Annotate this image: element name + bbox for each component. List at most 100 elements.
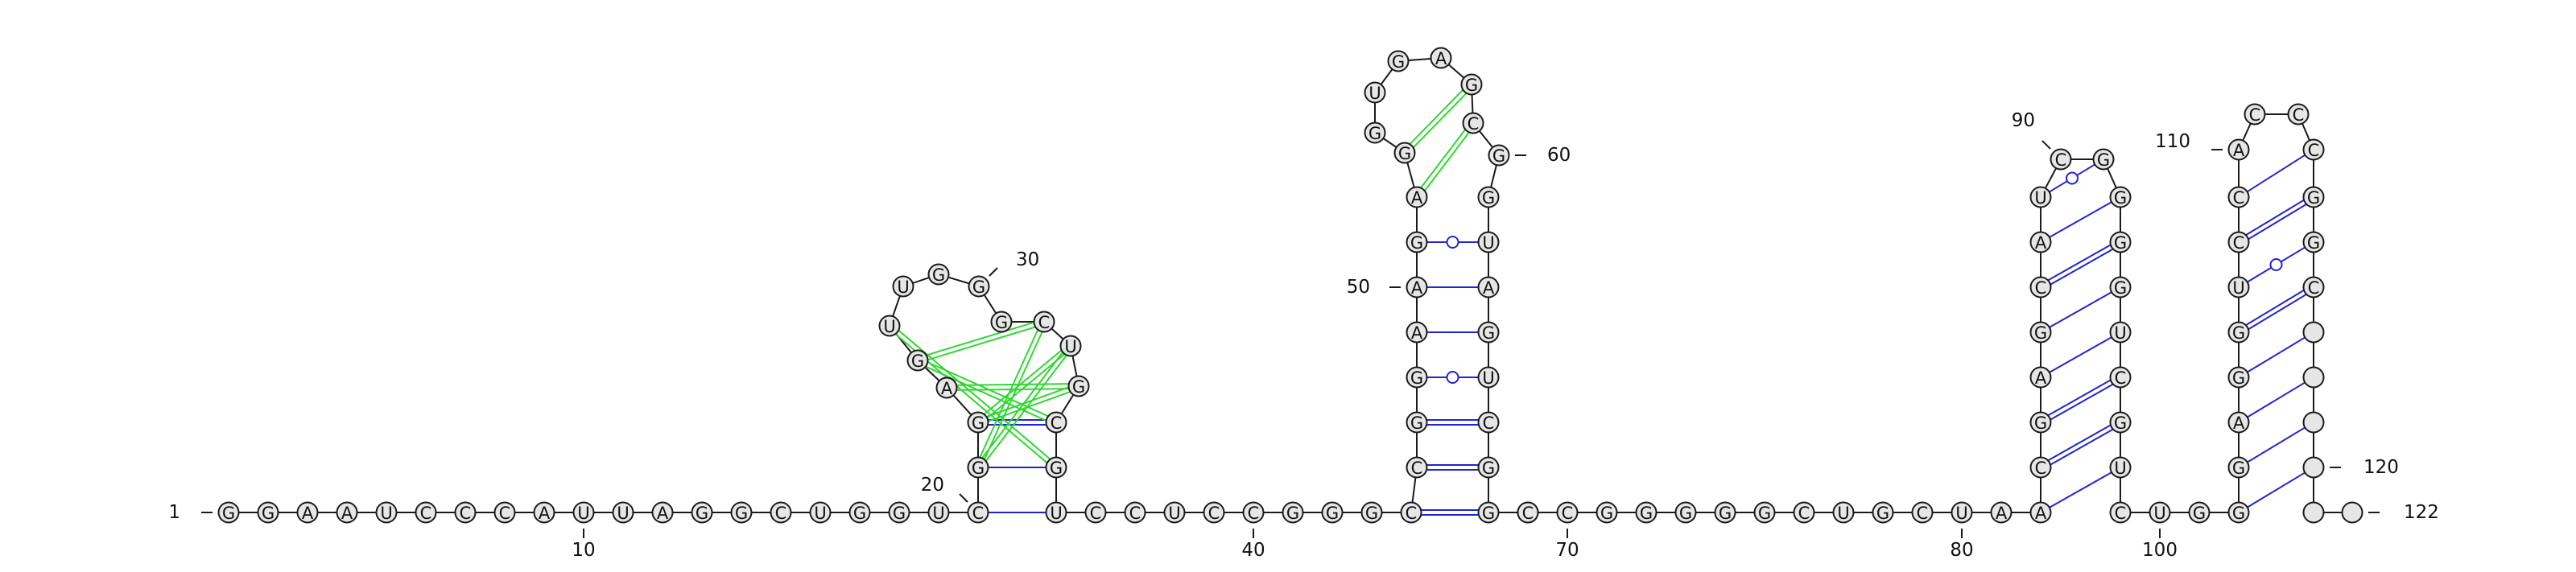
base-pair-line	[2248, 294, 2307, 330]
nucleotide: A	[2227, 411, 2250, 434]
nucleotide-letter: G	[222, 504, 235, 523]
position-label: 80	[1950, 540, 1973, 561]
position-label: 70	[1555, 540, 1579, 561]
nucleotide: G	[2188, 501, 2211, 524]
nucleotide: U	[1045, 501, 1067, 524]
nucleotide-letter: C	[2035, 459, 2047, 478]
nucleotide: G	[1753, 501, 1776, 524]
nucleotide-letter: G	[1398, 144, 1411, 163]
nucleotide-letter: U	[1168, 504, 1180, 523]
nucleotide-circle	[2227, 456, 2250, 479]
nucleotide-letter: G	[262, 504, 275, 523]
nucleotide-letter: A	[2233, 141, 2245, 160]
nucleotide: G	[2302, 186, 2325, 208]
nucleotide-circle	[651, 501, 674, 524]
base-pair-line	[2247, 381, 2306, 418]
nucleotide: C	[1911, 501, 1934, 524]
base-pair-line	[2049, 471, 2112, 508]
nucleotide-circle	[888, 501, 910, 524]
nucleotide-letter: U	[2232, 278, 2244, 298]
nucleotide-letter: G	[2232, 368, 2245, 388]
base-pair-line	[2247, 154, 2306, 193]
nucleotide-letter: A	[302, 504, 314, 523]
nucleotide: G	[967, 456, 989, 479]
nucleotide-letter: G	[893, 504, 906, 523]
nucleotide-circle	[1477, 366, 1500, 389]
nucleotide-letter: C	[2308, 141, 2320, 160]
nucleotide-letter: G	[2114, 414, 2127, 433]
nucleotide: C	[2050, 148, 2072, 171]
nucleotide-letter: G	[1392, 52, 1405, 72]
nucleotide-circle	[1033, 311, 1055, 333]
nucleotide-letter: G	[1410, 414, 1423, 433]
nucleotide-letter: G	[2307, 233, 2320, 253]
nucleotide-letter: C	[2293, 105, 2305, 125]
nucleotide-letter: U	[814, 504, 826, 523]
nucleotide-letter: C	[499, 504, 511, 523]
nucleotide-circle	[2302, 276, 2325, 298]
nucleotide: U	[2109, 321, 2132, 344]
nucleotide-letter: G	[1719, 504, 1732, 523]
nucleotide-letter: C	[1562, 504, 1574, 523]
nucleotide-circle	[2341, 501, 2363, 524]
nucleotide: A	[533, 501, 555, 524]
nucleotide-letter: G	[1758, 504, 1771, 523]
nucleotide: U	[1364, 81, 1386, 104]
nucleotide-circle	[878, 315, 901, 337]
nucleotide-circle	[1596, 501, 1618, 524]
nucleotide-letter: C	[420, 504, 432, 523]
nucleotide-letter: U	[1050, 504, 1062, 523]
nucleotide	[2341, 501, 2363, 524]
nucleotide-circle	[2029, 456, 2052, 479]
nucleotide-letter: C	[1248, 504, 1260, 523]
position-label: 90	[2012, 110, 2035, 131]
nucleotide-letter: C	[2308, 278, 2320, 298]
nucleotide-circle	[493, 501, 516, 524]
nucleotide-circle	[1406, 276, 1428, 298]
nucleotide: G	[730, 501, 753, 524]
nucleotide-circle	[1477, 276, 1500, 298]
nucleotide: A	[1477, 276, 1500, 298]
nucleotide-circle	[1951, 501, 1973, 524]
nucleotide-letter: U	[380, 504, 392, 523]
nucleotide-circle	[1067, 375, 1090, 397]
nucleotide-circle	[2109, 411, 2132, 434]
nucleotide-circle	[1282, 501, 1304, 524]
base-pair-line	[2049, 201, 2112, 238]
nucleotide-circle	[906, 349, 929, 372]
nucleotide-letter: A	[1483, 278, 1495, 298]
nucleotide-circle	[1488, 144, 1510, 167]
nucleotide-circle	[848, 501, 871, 524]
nucleotide-circle	[336, 501, 358, 524]
nucleotide: G	[1321, 501, 1344, 524]
nucleotide: C	[2109, 366, 2132, 389]
nucleotide-circle	[1124, 501, 1146, 524]
nucleotide: G	[1282, 501, 1304, 524]
nucleotide-letter: G	[932, 265, 945, 285]
nucleotide: U	[927, 501, 950, 524]
nucleotide-circle	[1242, 501, 1265, 524]
nucleotide-letter: C	[972, 504, 985, 523]
nucleotide-circle	[1832, 501, 1855, 524]
nucleotide: G	[2109, 231, 2132, 253]
nucleotide-circle	[1460, 73, 1483, 96]
nucleotide-circle	[691, 501, 713, 524]
nucleotide: G	[1477, 321, 1500, 344]
nucleotide-circle	[1462, 112, 1484, 134]
nucleotide: C	[1793, 501, 1815, 524]
nucleotide-circle	[217, 501, 240, 524]
position-tick	[959, 493, 968, 503]
nucleotide-letter: G	[1465, 76, 1478, 95]
nucleotide: G	[1872, 501, 1894, 524]
nucleotide-circle	[1714, 501, 1736, 524]
position-tick	[989, 267, 998, 277]
nucleotide-circle	[1406, 366, 1428, 389]
nucleotide-letter: U	[1955, 504, 1967, 523]
nucleotide: A	[2029, 501, 2052, 524]
nucleotide-circle	[572, 501, 595, 524]
nucleotide: C	[1124, 501, 1146, 524]
nucleotide-letter: G	[1365, 504, 1378, 523]
nucleotide: G	[906, 349, 929, 372]
nucleotide: G	[2227, 501, 2250, 524]
nucleotide-circle	[2029, 366, 2052, 389]
